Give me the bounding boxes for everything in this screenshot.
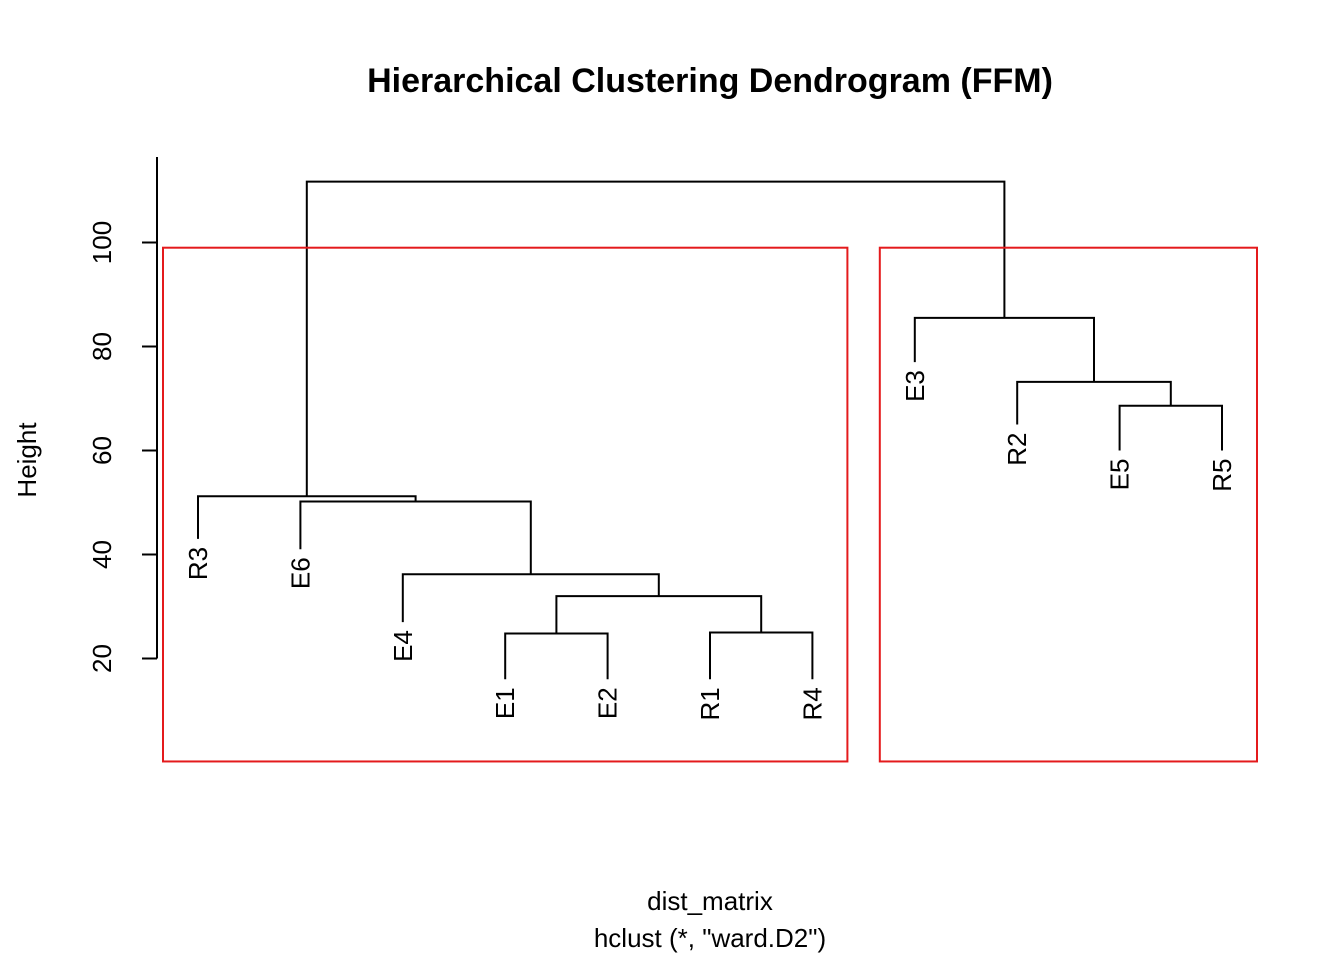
leaf-label: R2 — [1002, 433, 1032, 466]
dendrogram-branches — [197, 180, 1223, 680]
leaf-label: E2 — [593, 687, 623, 719]
cluster-rect-1 — [162, 246, 849, 763]
leaf-label: E4 — [388, 630, 418, 662]
dendrogram-branch — [504, 632, 609, 680]
y-tick-label: 100 — [87, 221, 117, 264]
leaf-labels: R3 E6 E4 E1 E2 R1 R4 E3 R2 E5 R5 — [183, 370, 1237, 720]
y-tick-label: 40 — [87, 540, 117, 569]
x-axis-sublabel: hclust (*, "ward.D2") — [594, 923, 826, 953]
leaf-label: E1 — [490, 687, 520, 719]
dendrogram-branch — [305, 180, 1006, 497]
leaf-label: E3 — [900, 370, 930, 402]
dendrogram-branch — [299, 500, 532, 575]
x-axis-label: dist_matrix — [647, 886, 773, 916]
leaf-label: R3 — [183, 547, 213, 580]
leaf-label: R4 — [797, 687, 827, 720]
y-axis-label: Height — [12, 422, 42, 498]
dendrogram-branch — [709, 631, 814, 680]
cluster-rectangles — [162, 246, 1258, 763]
dendrogram-branch — [197, 495, 417, 539]
y-tick-label: 80 — [87, 332, 117, 361]
dendrogram-branch — [1016, 380, 1172, 425]
dendrogram-branch — [1118, 404, 1223, 451]
chart-title: Hierarchical Clustering Dendrogram (FFM) — [367, 62, 1053, 100]
y-tick-label: 60 — [87, 436, 117, 465]
cluster-rect-2 — [878, 246, 1258, 763]
leaf-label: E5 — [1105, 459, 1135, 491]
y-tick-label: 20 — [87, 644, 117, 673]
dendrogram-branch — [555, 595, 763, 634]
dendrogram-branch — [401, 573, 660, 623]
leaf-label: R5 — [1207, 459, 1237, 492]
leaf-label: R1 — [695, 687, 725, 720]
leaf-label: E6 — [285, 557, 315, 589]
y-axis: 20 40 60 80 100 — [87, 157, 158, 673]
dendrogram-branch — [913, 316, 1095, 382]
